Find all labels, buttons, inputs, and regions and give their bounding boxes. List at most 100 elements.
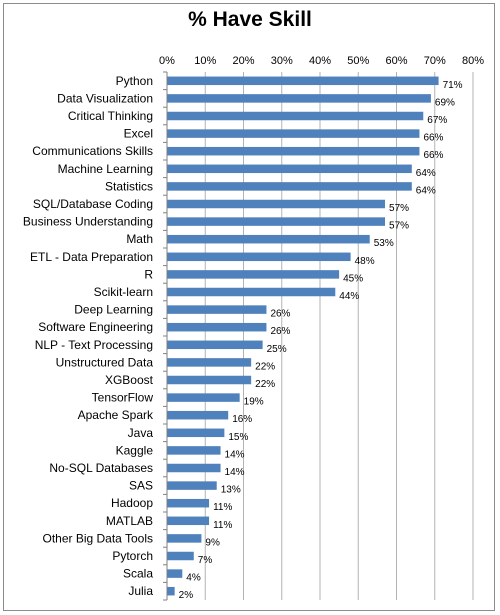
category-label: NLP - Text Processing [35, 338, 153, 352]
category-label: Kaggle [116, 443, 154, 457]
category-label: Deep Learning [74, 303, 153, 317]
data-label: 14% [225, 449, 245, 460]
data-label: 69% [435, 97, 455, 108]
category-label: Apache Spark [78, 408, 154, 422]
bar [167, 217, 386, 226]
category-label: Other Big Data Tools [42, 531, 153, 545]
bar [167, 199, 386, 209]
x-axis-tick-labels: 0% 10% 20% 30% 40% 50% 60% 70% 80% [159, 55, 484, 67]
bar [167, 182, 412, 191]
data-label: 26% [270, 309, 290, 320]
bar [167, 481, 217, 490]
x-tick-label: 50% [347, 55, 369, 67]
data-label: 19% [244, 397, 264, 408]
gridlines [166, 72, 474, 600]
x-tick-label: 30% [271, 55, 293, 67]
category-label: Scala [123, 567, 153, 581]
data-label: 4% [186, 573, 201, 584]
chart-title: % Have Skill [188, 8, 312, 31]
data-label: 15% [228, 432, 248, 443]
category-label: Scikit-learn [94, 285, 153, 299]
data-label: 7% [198, 555, 213, 566]
x-tick-label: 10% [194, 55, 216, 67]
category-label: Data Visualization [57, 91, 153, 105]
data-label: 66% [423, 133, 443, 144]
bar [167, 111, 424, 121]
category-label: ETL - Data Preparation [30, 250, 153, 264]
category-label: SAS [129, 479, 153, 493]
bar [167, 586, 175, 596]
data-label: 9% [205, 537, 220, 548]
bar [167, 287, 336, 297]
data-label: 48% [355, 256, 375, 267]
data-label: 44% [339, 291, 359, 302]
data-label: 11% [213, 520, 232, 531]
data-label: 57% [389, 221, 409, 232]
data-label: 25% [267, 344, 287, 355]
bar [167, 358, 252, 367]
bars [167, 76, 439, 596]
data-labels: 71% 69% 67% 66% 66% 64% 64% 57% 57% 53% 48% 45% 44% 2… [179, 80, 463, 601]
category-label: Math [126, 232, 153, 246]
category-label: R [144, 267, 153, 281]
category-label: Excel [124, 127, 153, 141]
bar [167, 270, 340, 279]
bar [167, 305, 267, 314]
bar [167, 146, 420, 156]
bar [167, 428, 225, 438]
category-label: Communications Skills [32, 144, 153, 158]
data-label: 64% [416, 168, 436, 179]
category-label: XGBoost [105, 373, 154, 387]
bar [167, 375, 252, 385]
data-label: 16% [232, 414, 252, 425]
category-label: No-SQL Databases [49, 461, 153, 475]
bar [167, 234, 370, 244]
bar [167, 551, 194, 561]
bar [167, 410, 229, 420]
bar [167, 463, 221, 473]
bar [167, 340, 263, 350]
bar [167, 569, 183, 578]
bar [167, 322, 267, 332]
data-label: 64% [416, 185, 436, 196]
category-label: Critical Thinking [68, 109, 153, 123]
data-label: 71% [443, 80, 463, 91]
category-label: Unstructured Data [56, 355, 154, 369]
data-label: 11% [213, 502, 232, 513]
category-label: Business Understanding [23, 215, 153, 229]
category-axis [163, 71, 168, 601]
data-label: 26% [270, 326, 290, 337]
data-label: 45% [343, 273, 363, 284]
bar [167, 393, 240, 402]
category-labels: Python Data Visualization Critical Thinkin… [23, 74, 154, 598]
data-label: 2% [179, 590, 194, 601]
category-label: Hadoop [111, 496, 153, 510]
bar [167, 252, 351, 262]
x-tick-label: 40% [309, 55, 331, 67]
category-label: Julia [128, 584, 153, 598]
bar [167, 498, 210, 508]
data-label: 22% [255, 361, 275, 372]
data-label: 13% [221, 485, 241, 496]
category-label: Python [116, 74, 153, 88]
category-label: MATLAB [106, 514, 153, 528]
bar [167, 76, 439, 86]
category-label: Software Engineering [38, 320, 153, 334]
x-tick-label: 20% [232, 55, 254, 67]
category-label: Java [128, 426, 154, 440]
data-label: 53% [374, 238, 394, 249]
category-label: Machine Learning [58, 162, 153, 176]
category-label: Pytorch [112, 549, 153, 563]
x-tick-label: 80% [462, 55, 484, 67]
bar [167, 516, 210, 526]
bar [167, 446, 221, 455]
category-label: SQL/Database Coding [33, 197, 153, 211]
data-label: 57% [389, 203, 409, 214]
data-label: 14% [225, 467, 245, 478]
data-label: 66% [423, 150, 443, 161]
category-label: Statistics [105, 179, 153, 193]
category-label: TensorFlow [92, 391, 154, 405]
x-tick-label: 60% [385, 55, 407, 67]
x-tick-label: 0% [159, 55, 175, 67]
